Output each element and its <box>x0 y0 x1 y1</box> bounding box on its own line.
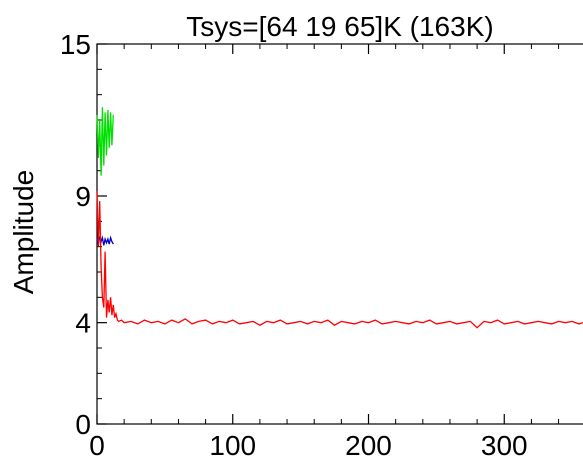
series-line-2 <box>96 235 114 246</box>
chart-title: Tsys=[64 19 65]K (163K) <box>186 11 493 42</box>
series-line-3 <box>96 190 583 329</box>
series-line-1 <box>96 107 114 176</box>
y-tick-label: 15 <box>60 29 91 60</box>
y-tick-label: 0 <box>75 409 91 440</box>
plot-area: 0 4 9 15 0 100 200 300 <box>60 29 583 458</box>
x-tick-label: 0 <box>89 430 105 458</box>
plot-frame <box>96 43 583 425</box>
y-axis-label: Amplitude <box>8 170 39 295</box>
x-tick-label: 300 <box>481 430 528 458</box>
x-tick-label: 100 <box>209 430 256 458</box>
x-tick-label: 200 <box>345 430 392 458</box>
y-tick-label: 4 <box>75 308 91 339</box>
y-tick-label: 9 <box>75 181 91 212</box>
